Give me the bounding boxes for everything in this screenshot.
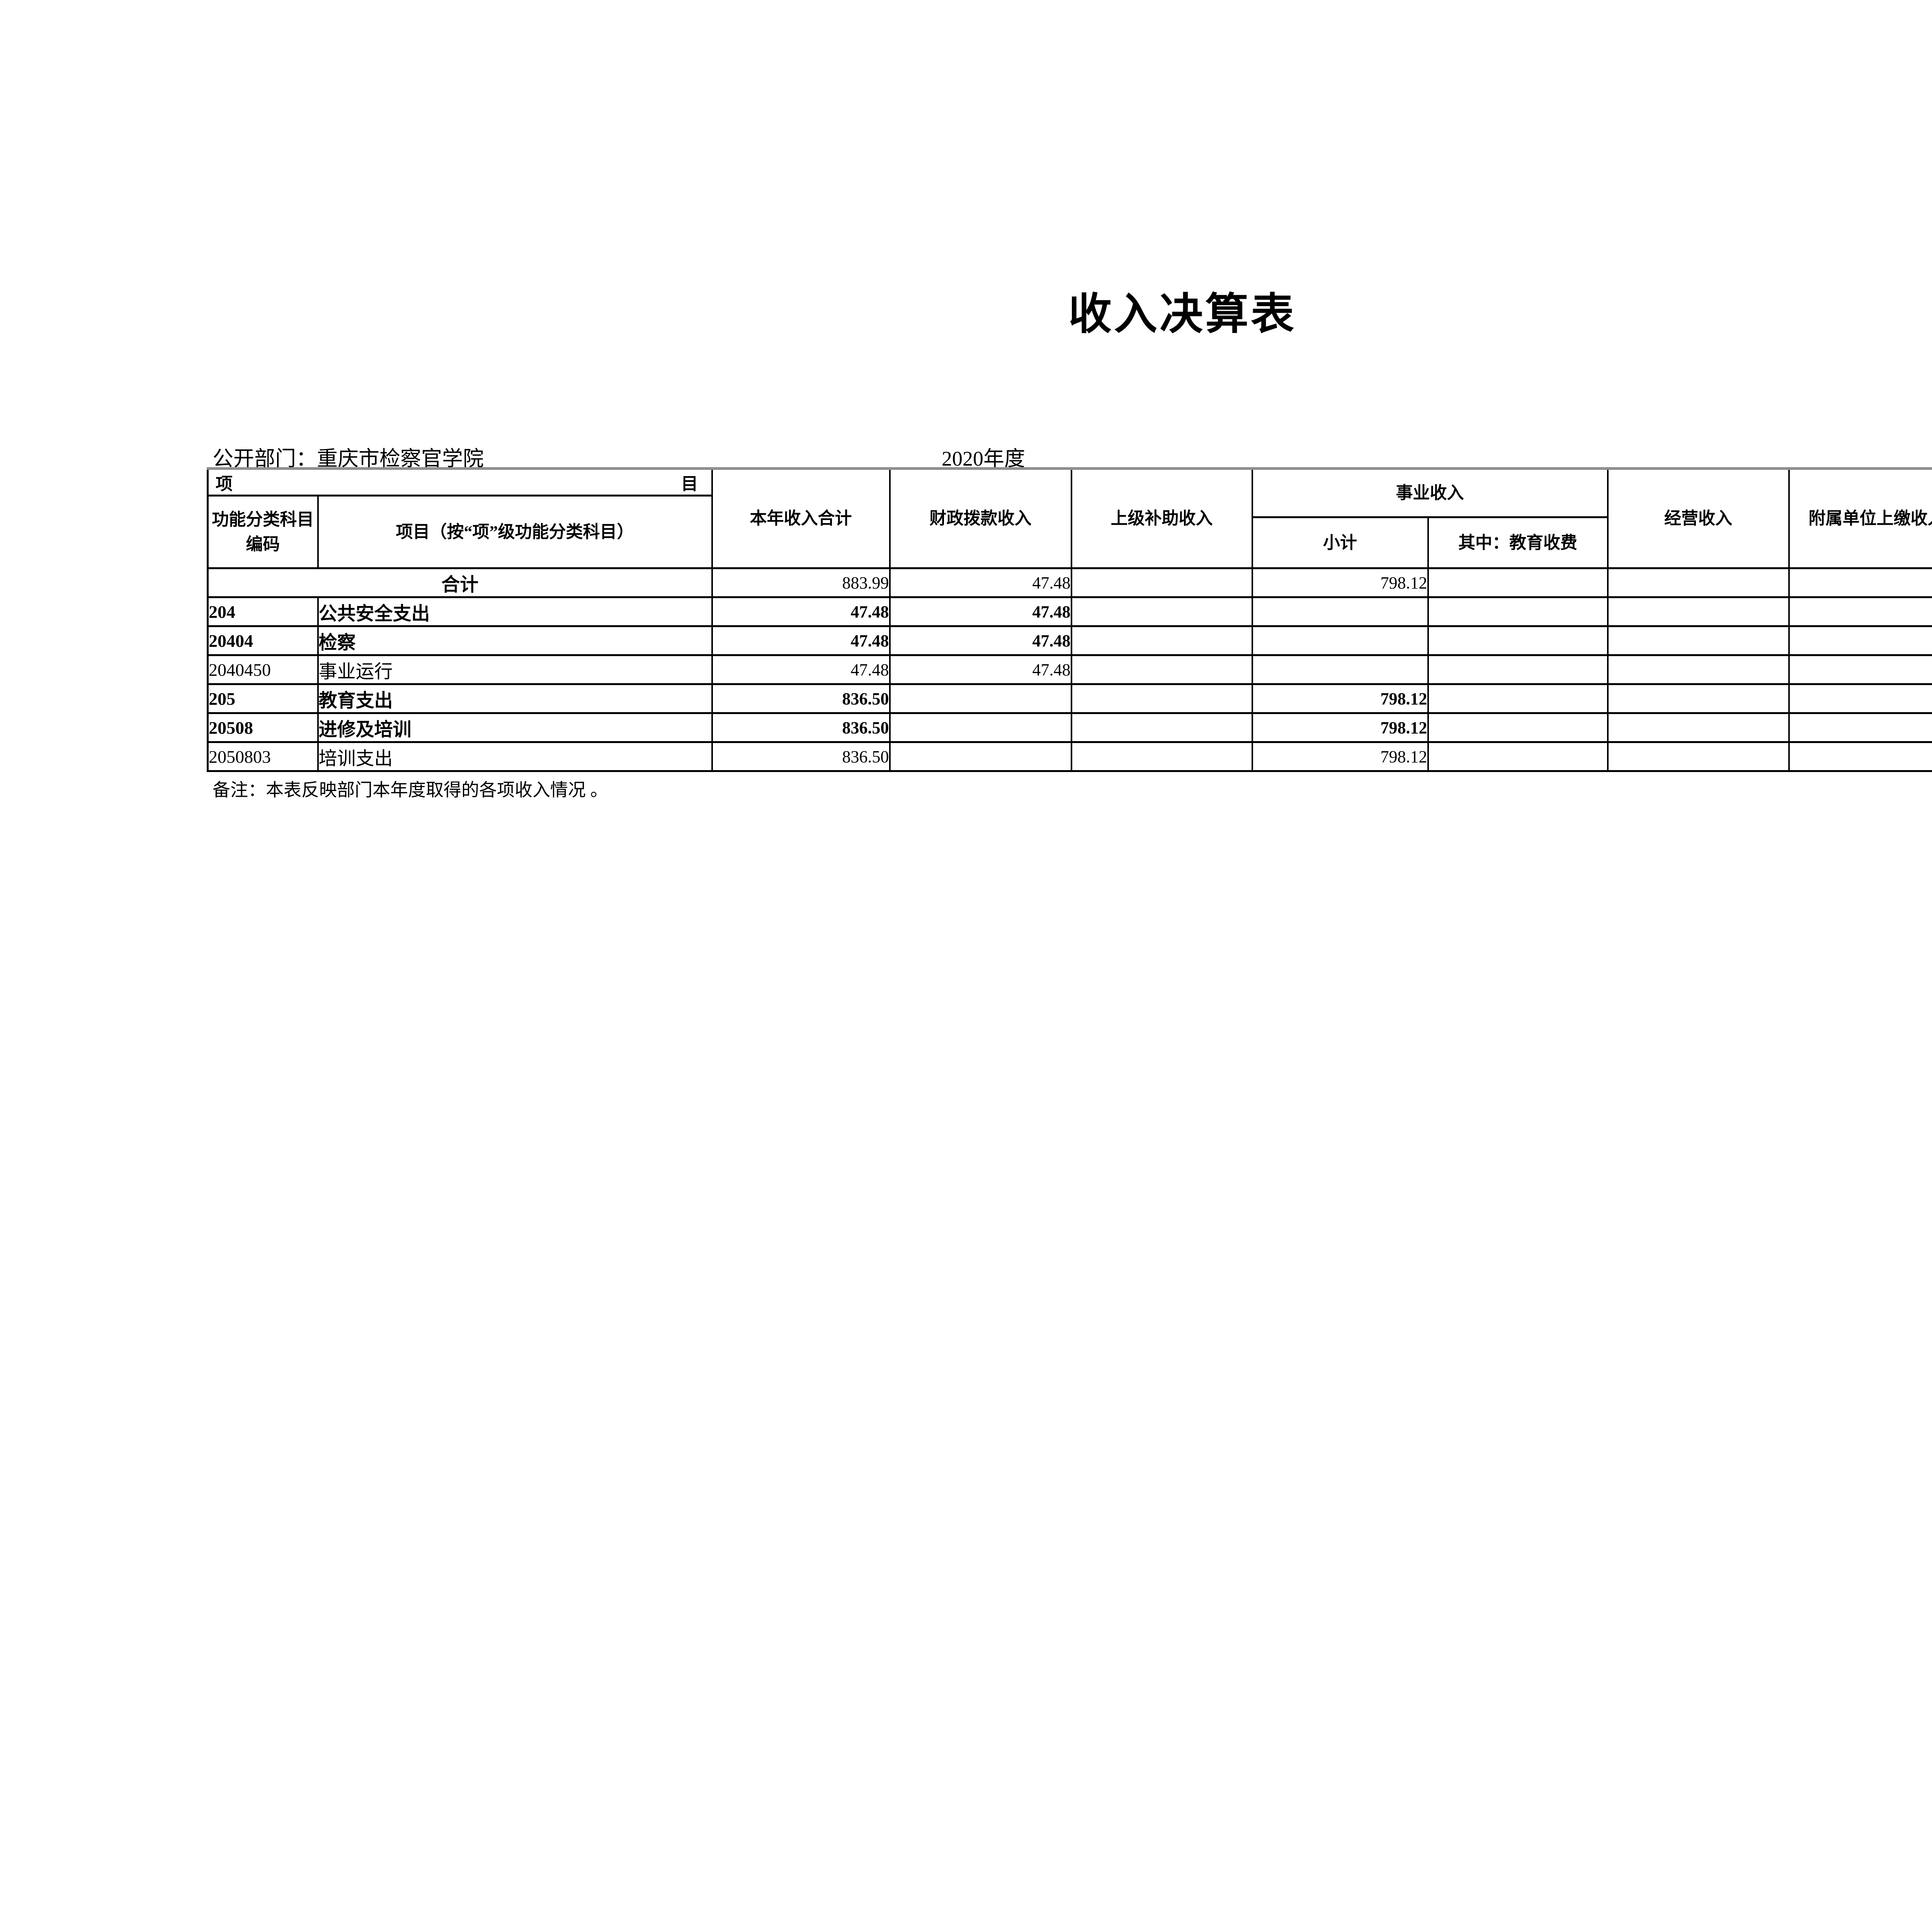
value-cell [1607,712,1790,743]
value-cell [1788,712,1932,743]
table-row: 20404 检察 47.48 47.48 [207,625,1932,656]
name-cell: 公共安全支出 [317,596,713,627]
value-cell [1251,654,1429,685]
value-cell [1788,654,1932,685]
value-cell [1427,596,1609,627]
value-cell: 798.12 [1251,741,1429,772]
name-cell: 事业运行 [317,654,713,685]
value-cell [1070,654,1253,685]
value-cell [1070,567,1253,598]
table-row: 204 公共安全支出 47.48 47.48 [207,596,1932,627]
value-cell: 836.50 [711,741,891,772]
value-cell [1427,712,1609,743]
value-cell [1788,683,1932,714]
value-cell [1070,625,1253,656]
header-superior: 上级补助收入 [1070,467,1253,569]
table-note: 备注：本表反映部门本年度取得的各项收入情况 。 [213,780,608,800]
header-total: 本年收入合计 [711,467,891,569]
header-business-group: 事业收入 [1251,467,1609,518]
value-cell [1788,741,1932,772]
header-business-subtotal: 小计 [1251,516,1429,569]
value-cell [1607,567,1790,598]
code-cell: 20508 [207,712,319,743]
value-cell [1070,596,1253,627]
name-cell: 进修及培训 [317,712,713,743]
table-row: 2040450 事业运行 47.48 47.48 [207,654,1932,685]
value-cell [1788,596,1932,627]
code-cell: 2040450 [207,654,319,685]
value-cell [1607,654,1790,685]
value-cell [889,741,1072,772]
value-cell [1607,741,1790,772]
value-cell [1607,683,1790,714]
header-business-edu: 其中：教育收费 [1427,516,1609,569]
value-cell: 47.48 [711,654,891,685]
value-cell [1427,625,1609,656]
value-cell [1251,596,1429,627]
value-cell: 836.50 [711,712,891,743]
value-cell [1427,567,1609,598]
page-title: 收入决算表 [1068,290,1296,338]
code-cell: 2050803 [207,741,319,772]
fiscal-year-label: 2020年度 [942,447,1025,470]
header-row-item: 项 目 本年收入合计 财政拨款收入 上级补助收入 事业收入 经营收入 附属单位上… [207,467,1932,569]
value-cell [1427,654,1609,685]
name-cell: 教育支出 [317,683,713,714]
value-cell [1607,596,1790,627]
value-cell: 47.48 [889,625,1072,656]
header-row-sub2: 小计 其中：教育收费 [208,516,1932,569]
value-cell [889,683,1072,714]
value-cell [1070,712,1253,743]
name-cell: 培训支出 [317,741,713,772]
header-item-right: 目 [681,474,698,493]
header-item-cell: 项 目 [207,467,713,497]
value-cell: 798.12 [1251,567,1429,598]
value-cell [1251,625,1429,656]
code-cell: 20404 [207,625,319,656]
value-cell: 47.48 [711,596,891,627]
value-cell [1427,683,1609,714]
value-cell [1070,741,1253,772]
value-cell [889,712,1072,743]
total-label-cell: 合计 [207,567,713,598]
table-row: 2050803 培训支出 836.50 798.12 38.39 [207,741,1932,772]
value-cell: 47.48 [889,596,1072,627]
value-cell: 798.12 [1251,712,1429,743]
code-cell: 204 [207,596,319,627]
header-affiliated: 附属单位上缴收入 [1788,467,1932,569]
value-cell [1427,741,1609,772]
value-cell: 47.48 [889,567,1072,598]
code-cell: 205 [207,683,319,714]
value-cell: 836.50 [711,683,891,714]
header-operating: 经营收入 [1607,467,1790,569]
value-cell: 47.48 [889,654,1072,685]
header-code: 功能分类科目编码 [207,495,319,569]
value-cell [1607,625,1790,656]
value-cell [1788,625,1932,656]
table-row: 20508 进修及培训 836.50 798.12 38.39 [207,712,1932,743]
value-cell: 883.99 [711,567,891,598]
value-cell: 798.12 [1251,683,1429,714]
header-project: 项目（按“项”级功能分类科目） [317,495,713,569]
value-cell: 47.48 [711,625,891,656]
income-statement-table: 项 目 本年收入合计 财政拨款收入 上级补助收入 事业收入 经营收入 附属单位上… [207,467,1932,772]
name-cell: 检察 [317,625,713,656]
value-cell [1788,567,1932,598]
header-row-sub1: 功能分类科目编码 项目（按“项”级功能分类科目） [207,495,1932,569]
table-row: 205 教育支出 836.50 798.12 38.39 [207,683,1932,714]
department-label: 公开部门：重庆市检察官学院 [213,447,484,470]
value-cell [1070,683,1253,714]
header-fiscal: 财政拨款收入 [889,467,1072,569]
total-row: 合计 883.99 47.48 798.12 38.39 [207,567,1932,598]
header-item-left: 项 [216,474,233,493]
